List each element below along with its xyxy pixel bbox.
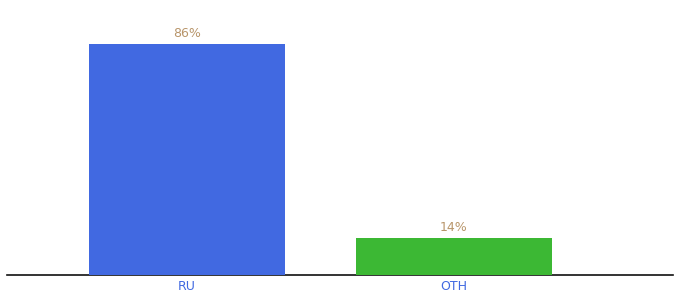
Text: 86%: 86% (173, 28, 201, 40)
Bar (356, 238, 551, 275)
Text: 14%: 14% (440, 220, 468, 234)
Bar (89, 44, 285, 275)
